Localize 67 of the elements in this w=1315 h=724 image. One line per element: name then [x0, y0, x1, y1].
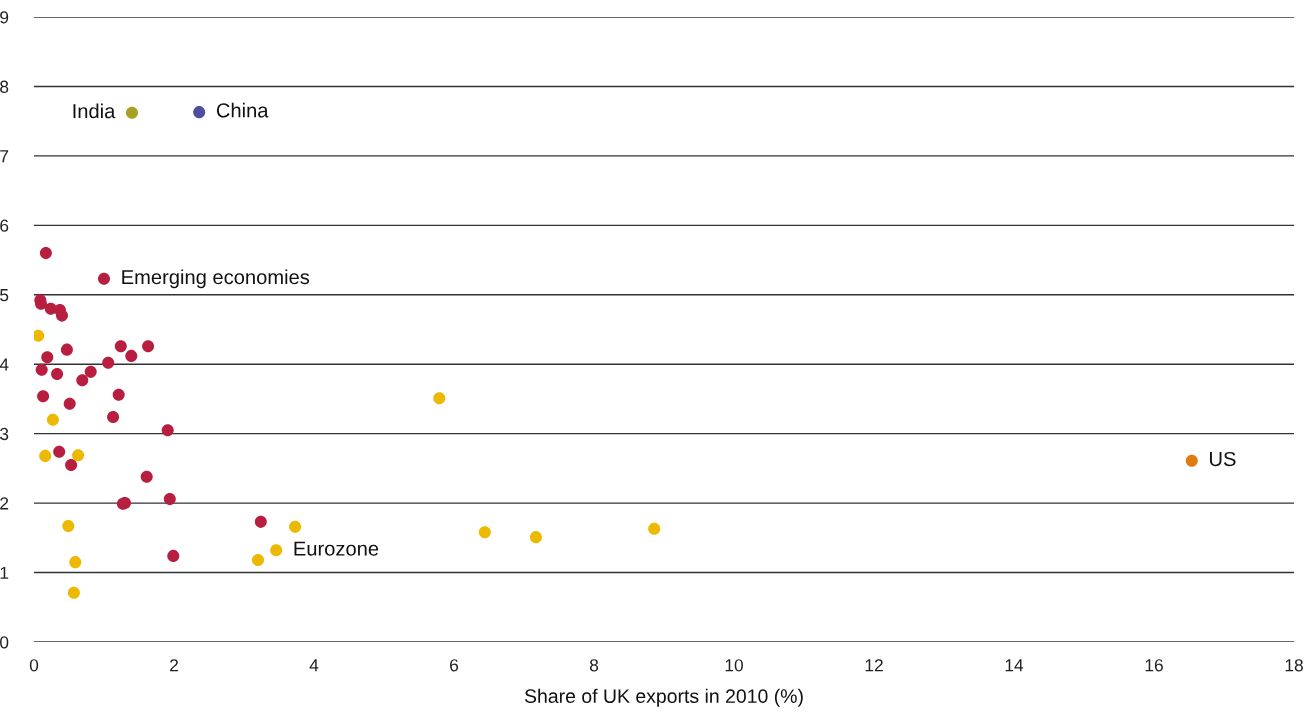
y-tick-label: 4 — [0, 358, 9, 371]
y-tick-label: 9 — [0, 11, 9, 24]
point — [76, 374, 89, 387]
x-tick-label: 14 — [1005, 659, 1024, 672]
point — [51, 367, 64, 380]
point — [53, 445, 66, 458]
point — [46, 413, 59, 426]
y-tick-label: 3 — [0, 427, 9, 441]
annotation: China — [216, 102, 269, 118]
point — [39, 449, 52, 462]
x-tick-label: 4 — [309, 659, 319, 672]
x-tick-label: 0 — [29, 659, 39, 672]
y-tick-label: 2 — [0, 497, 9, 510]
point — [125, 349, 138, 362]
x-tick-label: 8 — [589, 659, 599, 672]
point — [63, 397, 76, 410]
point — [72, 449, 85, 462]
point — [193, 106, 206, 119]
point — [433, 392, 446, 405]
x-tick-label: 12 — [865, 659, 883, 672]
x-tick-label: 2 — [170, 659, 178, 672]
point — [37, 390, 50, 403]
point — [163, 492, 176, 505]
point — [65, 458, 78, 471]
y-tick-label: 5 — [0, 289, 9, 302]
point — [67, 586, 80, 599]
y-tick-label: 8 — [0, 80, 9, 93]
annotation: Eurozone — [294, 541, 379, 556]
point — [161, 424, 174, 437]
point — [39, 247, 52, 260]
annotation: US — [1210, 451, 1236, 467]
point — [84, 365, 97, 378]
point — [69, 556, 82, 569]
annotation: India — [73, 103, 116, 119]
point — [112, 388, 125, 401]
point — [55, 309, 69, 322]
point — [648, 522, 661, 535]
point — [167, 549, 180, 562]
point — [97, 272, 111, 285]
x-tick-label: 18 — [1285, 659, 1303, 672]
point — [62, 520, 75, 533]
point — [478, 526, 491, 539]
point — [125, 106, 139, 119]
y-tick-label: 0 — [0, 636, 9, 649]
point — [529, 531, 542, 544]
point — [289, 520, 302, 533]
x-axis-title: Share of UK exports in 2010 (%) — [524, 688, 803, 707]
point — [254, 515, 267, 528]
point — [107, 410, 120, 424]
annotation: Emerging economies — [122, 269, 310, 289]
point — [1185, 454, 1198, 467]
point — [142, 340, 155, 353]
point — [102, 356, 115, 369]
point — [251, 554, 265, 567]
point — [35, 363, 48, 376]
y-tick-label: 6 — [0, 219, 9, 232]
point — [60, 343, 73, 356]
x-tick-label: 6 — [450, 659, 459, 672]
y-tick-label: 1 — [0, 566, 9, 579]
y-tick-label: 7 — [0, 150, 9, 163]
x-tick-label: 10 — [725, 659, 743, 672]
point — [140, 470, 153, 483]
point — [34, 329, 45, 342]
x-tick-label: 16 — [1145, 659, 1163, 672]
point — [114, 340, 127, 353]
point — [41, 351, 54, 364]
point — [270, 544, 283, 557]
